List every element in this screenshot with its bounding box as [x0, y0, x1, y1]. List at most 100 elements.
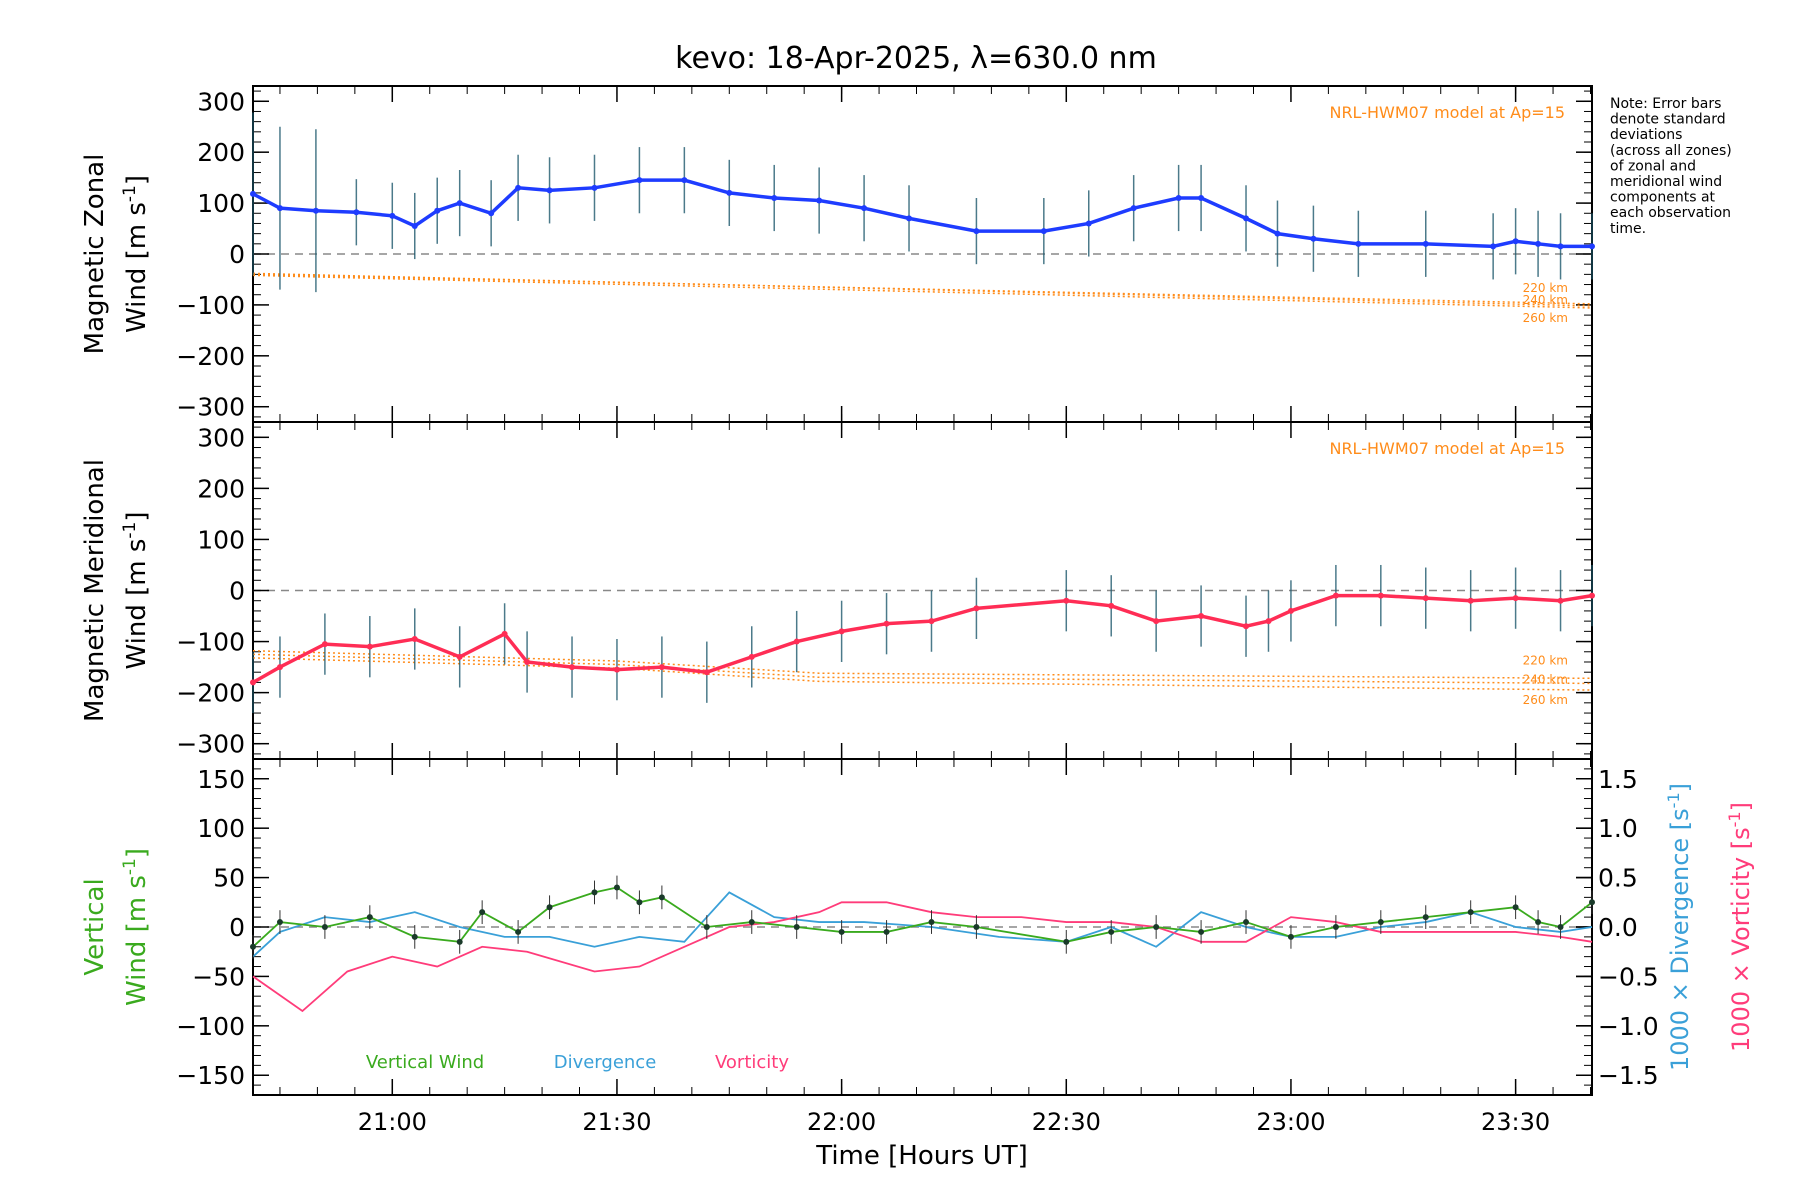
wind-point	[1287, 607, 1294, 614]
wind-point	[1175, 195, 1182, 201]
wind-point	[250, 190, 256, 197]
y2-tick-label: 1.0	[1598, 814, 1638, 843]
y-tick-label: 200	[197, 138, 245, 167]
chart-title: kevo: 18-Apr-2025, λ=630.0 nm	[675, 41, 1157, 76]
wind-point	[1377, 592, 1384, 599]
vertical-wind-point	[1535, 919, 1542, 926]
note-line: deviations	[1610, 127, 1682, 143]
model-altitude-label: 220 km	[1523, 653, 1568, 667]
legend-divergence: Divergence	[554, 1052, 657, 1073]
x-tick-label: 22:00	[807, 1108, 876, 1136]
divergence-axis-label-exponent: -1	[1664, 792, 1683, 808]
vorticity-axis-label-exponent: -1	[1725, 811, 1744, 827]
wind-point	[1198, 613, 1205, 620]
model-altitude-label: 260 km	[1523, 693, 1568, 707]
meridional-wind-line	[252, 593, 1593, 684]
wind-point	[1040, 228, 1047, 235]
vertical-wind-point	[928, 919, 935, 926]
wind-point	[681, 177, 688, 184]
vertical-wind-point	[1108, 928, 1115, 935]
wind-point	[434, 207, 441, 214]
wind-point	[838, 628, 845, 635]
wind-point	[501, 630, 508, 637]
note-line: (across all zones)	[1610, 143, 1732, 159]
y-axis-label-exponent: -1	[120, 185, 140, 202]
meridional-panel: 300 200 100 0 −100 −200 −300 Magnetic Meridiona…	[80, 421, 1595, 760]
y-axis-label-unit: Wind [m s	[122, 202, 152, 333]
vertical-wind-point	[479, 909, 486, 916]
wind-point	[1422, 595, 1429, 602]
note-line: time.	[1610, 221, 1646, 237]
y-axis-label-line1: Vertical	[80, 878, 110, 975]
y-tick-label: 0	[229, 577, 245, 606]
y-tick-label: −200	[176, 679, 245, 708]
wind-point	[1274, 230, 1281, 237]
model-line	[252, 657, 1593, 691]
wind-point	[569, 664, 576, 671]
y2-tick-label: 0.5	[1598, 864, 1638, 893]
y-tick-label: 100	[197, 525, 245, 554]
vertical-wind-point	[613, 884, 620, 891]
vorticity-axis-label: 1000 × Vorticity [s-1]	[1725, 802, 1755, 1052]
divergence-axis-label: 1000 × Divergence [s-1]	[1664, 783, 1694, 1071]
wind-point	[1243, 623, 1250, 630]
wind-point	[928, 618, 935, 625]
vertical-wind-point	[411, 933, 418, 940]
wind-point	[1310, 235, 1317, 242]
y-tick-label: −100	[176, 1012, 245, 1041]
wind-point	[1332, 592, 1339, 599]
divergence-axis-label-bracket: ]	[1666, 783, 1694, 792]
y2-tick-label: −1.5	[1598, 1061, 1659, 1090]
zonal-panel: 300 200 100 0 −100 −200 −300 Magnetic Zonal Wind…	[80, 85, 1595, 423]
y-tick-label: −50	[192, 962, 245, 991]
vertical-wind-point	[591, 889, 598, 896]
wind-point	[250, 679, 256, 686]
vertical-wind-point	[1512, 904, 1519, 911]
y-tick-label: −150	[176, 1061, 245, 1090]
y-tick-label: −100	[176, 628, 245, 657]
wind-point	[703, 669, 710, 676]
vertical-wind-point	[703, 924, 710, 930]
y-axis-label-exponent: -1	[120, 522, 140, 539]
vertical-wind-point	[321, 924, 328, 930]
wind-point	[456, 200, 463, 207]
y-tick-label: 300	[197, 87, 245, 116]
wind-point	[1589, 243, 1595, 250]
wind-point	[906, 215, 913, 222]
model-label: NRL-HWM07 model at Ap=15	[1329, 439, 1565, 458]
vertical-wind-point	[838, 928, 845, 935]
wind-point	[488, 210, 495, 217]
vertical-wind-point	[1332, 924, 1339, 930]
vertical-wind-point	[515, 928, 522, 935]
wind-point	[353, 209, 360, 216]
wind-point	[546, 187, 553, 194]
wind-point	[389, 212, 396, 219]
model-altitude-label: 240 km	[1523, 672, 1568, 686]
wind-point	[771, 195, 778, 201]
wind-point	[816, 197, 823, 204]
y-axis-label-line2: Wind [m s-1]	[120, 848, 152, 1006]
note-line: of zonal and	[1610, 158, 1696, 174]
vertical-wind-point	[1287, 933, 1294, 940]
wind-point	[515, 184, 522, 191]
model-line	[252, 272, 1593, 307]
vertical-wind-point	[1422, 914, 1429, 921]
y2-tick-label: −0.5	[1598, 962, 1659, 991]
x-tick-label: 23:00	[1256, 1108, 1325, 1136]
y-axis-label-bracket: ]	[122, 848, 152, 858]
wind-point	[366, 643, 373, 650]
vertical-wind-point	[793, 924, 800, 930]
time-axis: 21:00 21:30 22:00 22:30 23:00 23:30 Time [Hour…	[358, 1108, 1550, 1171]
model-line	[252, 274, 1593, 309]
y2-tick-label: 1.5	[1598, 765, 1638, 794]
note-line: meridional wind	[1610, 174, 1722, 190]
vertical-wind-point	[883, 928, 890, 935]
y-tick-label: −100	[176, 291, 245, 320]
y-tick-label: −300	[176, 730, 245, 759]
wind-point	[411, 636, 418, 643]
x-tick-label: 22:30	[1032, 1108, 1101, 1136]
y-tick-label: 0	[229, 913, 245, 942]
model-line	[252, 273, 1593, 305]
wind-point	[1355, 240, 1362, 247]
vertical-wind-point	[1243, 919, 1250, 926]
